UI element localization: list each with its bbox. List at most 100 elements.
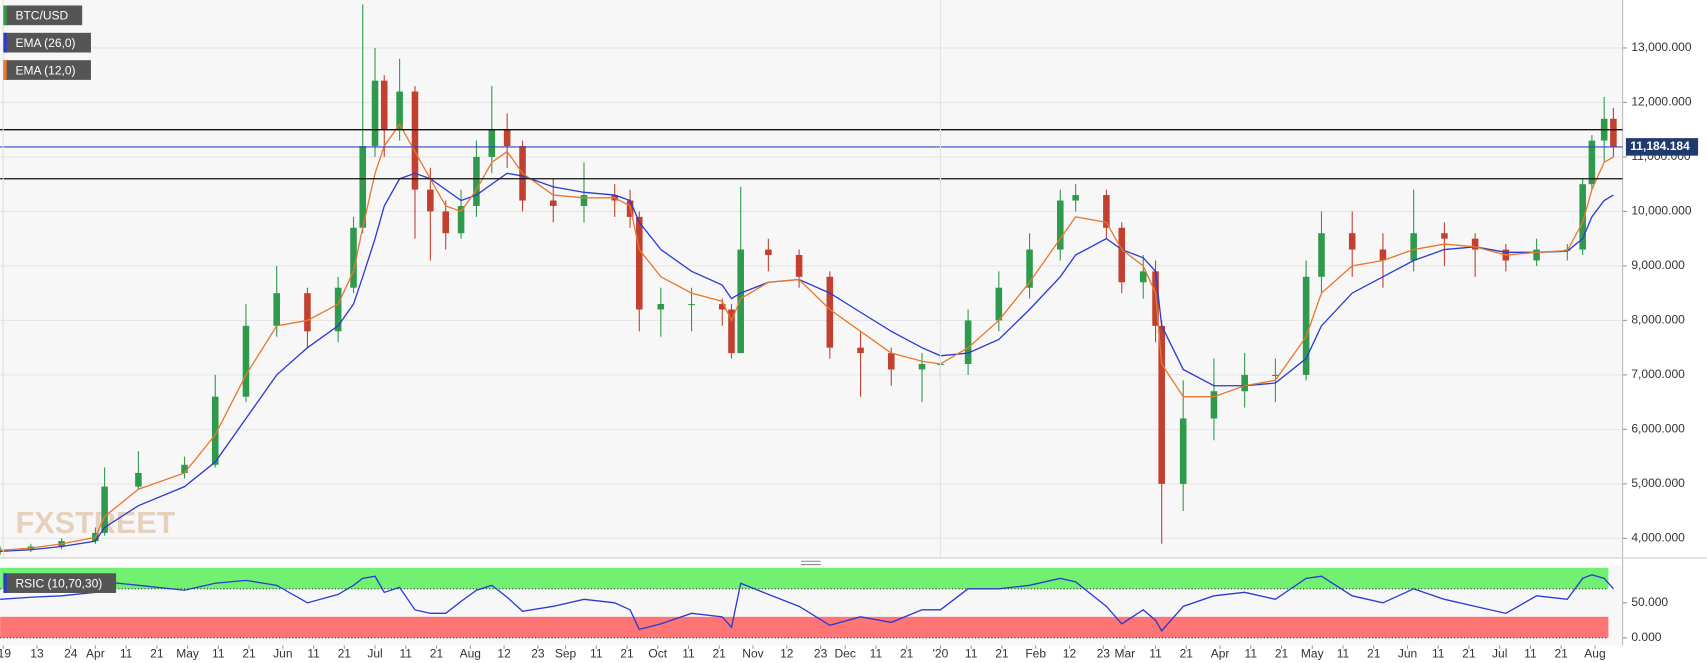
candle-body	[1533, 249, 1540, 261]
candle-body	[1379, 249, 1387, 261]
x-tick-label: 12	[780, 646, 794, 660]
legend-box	[3, 573, 117, 593]
candle-body	[1410, 233, 1417, 261]
candle-body	[334, 287, 342, 332]
candle-body	[728, 309, 735, 354]
candle-body	[411, 91, 419, 190]
x-tick-label: Aug	[1584, 646, 1605, 660]
candle-body	[1272, 374, 1279, 376]
candle-body	[503, 129, 511, 147]
candle-body	[918, 363, 926, 370]
rsi-band	[0, 616, 1609, 638]
candle-body	[688, 304, 695, 306]
candle-body	[795, 255, 803, 277]
candle-body	[488, 129, 496, 157]
candle-body	[442, 211, 449, 234]
x-tick-label: May	[1301, 646, 1324, 660]
candle-body	[181, 464, 188, 473]
x-tick-label: Dec	[834, 646, 855, 660]
last-price-label: 11,184.184	[1630, 139, 1690, 153]
legend-box	[3, 5, 83, 26]
x-tick-label: 21	[430, 646, 444, 660]
candle-body	[549, 200, 557, 206]
candle-body	[427, 189, 434, 212]
x-tick-label: Nov	[742, 646, 763, 660]
legend-swatch	[3, 5, 7, 26]
x-tick-label: 11	[1524, 646, 1537, 660]
y-tick-label: 6,000.000	[1631, 422, 1685, 436]
candle-body	[995, 287, 1003, 321]
x-tick-label: May	[176, 646, 199, 660]
last-price-box	[1625, 138, 1699, 156]
candle-body	[135, 472, 142, 487]
candle-body	[396, 91, 403, 130]
x-tick-label: 21	[620, 646, 634, 660]
x-tick-label: Feb	[1025, 646, 1046, 660]
rsi-band	[0, 567, 1609, 589]
candle-body	[718, 304, 726, 310]
candle-body	[1579, 184, 1586, 250]
candle-body	[857, 347, 864, 354]
candle-body	[1057, 200, 1064, 250]
x-tick-label: '20	[933, 646, 949, 660]
candle-body	[1348, 233, 1356, 250]
candle-body	[1471, 238, 1479, 250]
x-tick-label: 12	[497, 646, 511, 660]
candle-body	[1302, 276, 1310, 375]
candle-body	[1588, 140, 1596, 185]
x-tick-label: Jul	[1492, 646, 1507, 660]
x-tick-label: 11	[307, 646, 320, 660]
price-panel	[0, 0, 1622, 558]
x-tick-label: 11	[1432, 646, 1445, 660]
series-line	[0, 172, 1614, 553]
candle-body	[101, 486, 108, 533]
x-tick-label: 21	[900, 646, 914, 660]
y-tick-label: 7,000.000	[1631, 367, 1685, 381]
legend-box	[3, 32, 91, 53]
candle-body	[1610, 118, 1617, 147]
x-tick-label: Jun	[273, 646, 292, 660]
y-tick-label: 4,000.000	[1631, 531, 1685, 545]
candle-body	[964, 320, 972, 364]
legend-label: RSIC (10,70,30)	[15, 576, 102, 590]
x-tick-label: 13	[30, 646, 44, 660]
x-tick-label: '19	[0, 646, 11, 660]
candle-body	[765, 249, 772, 256]
series-line	[0, 123, 1614, 551]
x-tick-label: 23	[531, 646, 545, 660]
candle-body	[1139, 271, 1147, 283]
x-tick-label: 11	[590, 646, 603, 660]
candle-body	[380, 80, 388, 130]
y-tick-label: 8,000.000	[1631, 313, 1685, 327]
x-tick-label: 21	[1462, 646, 1476, 660]
x-tick-label: 21	[713, 646, 727, 660]
x-tick-label: 21	[1554, 646, 1568, 660]
candle-body	[273, 293, 280, 326]
candle-body	[1158, 325, 1165, 484]
x-tick-label: Jul	[367, 646, 382, 660]
x-tick-label: Apr	[86, 646, 105, 660]
candle-body	[1026, 249, 1033, 288]
legend-label: BTC/USD	[15, 9, 68, 23]
y-tick-label: 12,000.000	[1631, 95, 1691, 109]
y-tick-label: 0.000	[1631, 630, 1661, 644]
y-tick-label: 50.000	[1631, 595, 1668, 609]
candle-body	[1318, 233, 1325, 277]
y-tick-label: 5,000.000	[1631, 476, 1685, 490]
candle-body	[580, 195, 588, 206]
legend-swatch	[3, 573, 7, 593]
x-tick-label: Sep	[555, 646, 577, 660]
x-tick-label: 11	[1149, 646, 1162, 660]
x-tick-label: 23	[814, 646, 828, 660]
candle-body	[473, 156, 480, 206]
candle-body	[350, 227, 357, 288]
x-tick-label: 24	[64, 646, 78, 660]
x-tick-label: 11	[400, 646, 413, 660]
series-line	[0, 574, 1614, 632]
x-tick-label: 11	[120, 646, 133, 660]
candle-body	[457, 205, 465, 234]
x-tick-label: 21	[1180, 646, 1194, 660]
candle-body	[1210, 391, 1218, 419]
candle-body	[636, 216, 643, 310]
